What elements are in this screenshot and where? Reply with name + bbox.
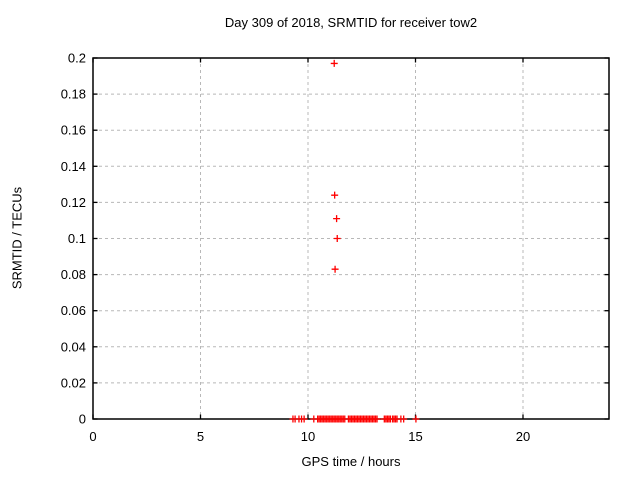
- x-axis-label: GPS time / hours: [301, 454, 401, 469]
- x-tick-label: 10: [301, 429, 315, 444]
- x-tick-label: 0: [89, 429, 96, 444]
- scatter-markers: [289, 59, 420, 423]
- x-tick-label: 15: [408, 429, 422, 444]
- y-tick-label: 0.14: [61, 159, 86, 174]
- y-tick-label: 0: [79, 412, 86, 427]
- y-tick-label: 0.04: [61, 339, 86, 354]
- chart-title: Day 309 of 2018, SRMTID for receiver tow…: [224, 15, 478, 30]
- y-tick-label: 0.16: [61, 123, 86, 138]
- y-tick-label: 0.2: [68, 51, 86, 66]
- x-tick-label: 20: [516, 429, 530, 444]
- y-tick-label: 0.08: [61, 267, 86, 282]
- y-tick-label: 0.1: [68, 231, 86, 246]
- y-tick-label: 0.06: [61, 303, 86, 318]
- x-tick-label: 5: [197, 429, 204, 444]
- y-tick-label: 0.18: [61, 87, 86, 102]
- y-tick-label: 0.12: [61, 195, 86, 210]
- y-tick-label: 0.02: [61, 375, 86, 390]
